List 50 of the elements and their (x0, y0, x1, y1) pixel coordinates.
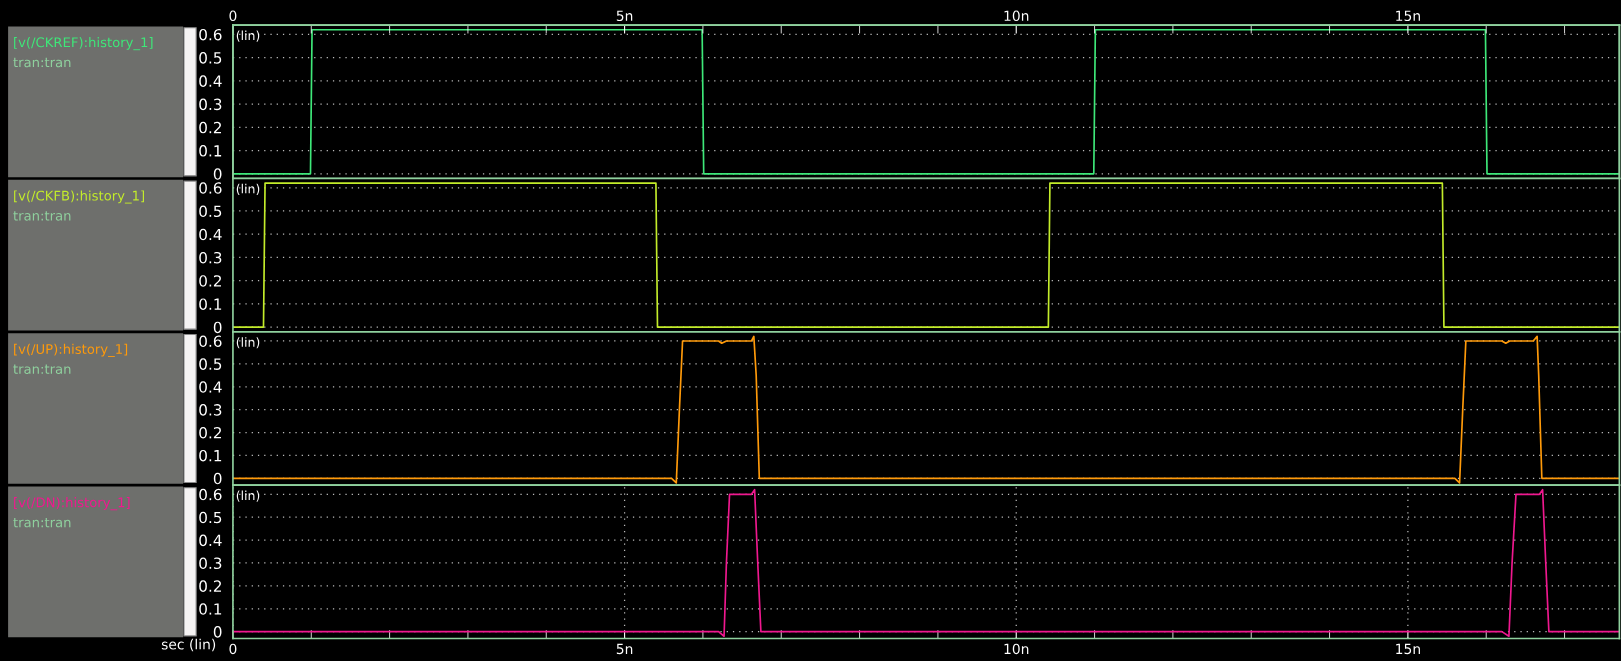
y-tick-label: 0.1 (199, 145, 222, 157)
text: tran:tran (13, 57, 71, 68)
x-axis-title: sec (lin) (161, 638, 216, 652)
x-tick-label: 5n (616, 643, 633, 655)
y-tick-label: 0.6 (199, 182, 222, 194)
x2-tick-label: 0 (229, 10, 237, 22)
y-tick-label: 0.1 (199, 603, 222, 615)
y-tick-label: 0 (213, 626, 222, 638)
y-tick-label: 0.4 (199, 75, 222, 87)
text: tran:tran (13, 517, 71, 528)
y-tick-label: 0.2 (199, 121, 221, 134)
text: tran:tran (13, 364, 71, 374)
y-tick-label: 0.2 (199, 427, 221, 439)
text: [v(/CKREF):history_1] (14, 37, 153, 51)
y-tick-label: 0.3 (199, 98, 222, 111)
y-tick-label: 0.3 (199, 557, 222, 570)
y-tick-label: 0.3 (199, 404, 222, 416)
y-tick-label: 0.5 (199, 511, 222, 524)
annotation: (lin) (236, 490, 260, 502)
x2-tick-label: 10n (1004, 10, 1029, 22)
x2-tick-label: 5n (616, 10, 633, 22)
text: [v(/UP):history_1] (14, 343, 128, 357)
x2-tick-label: 15n (1396, 10, 1420, 22)
x-tick-label: 15n (1396, 643, 1420, 655)
text: tran:tran (13, 211, 71, 221)
y-tick-label: 0 (213, 472, 222, 485)
y-tick-label: 0.1 (199, 298, 222, 310)
y-tick-label: 0.6 (199, 488, 222, 501)
annotation: (lin) (236, 337, 260, 349)
y-tick-label: 0.4 (199, 534, 222, 547)
y-tick-label: 0.5 (199, 205, 222, 218)
y-tick-label: 0.2 (199, 580, 221, 592)
y-tick-label: 0 (213, 168, 222, 180)
y-tick-label: 0.4 (199, 381, 222, 393)
annotation: (lin) (236, 30, 260, 42)
annotation: (lin) (236, 183, 260, 195)
y-tick-label: 0.1 (199, 449, 222, 462)
text: [v(/DN):history_1] (14, 497, 130, 511)
x-tick-label: 10n (1004, 643, 1029, 655)
line-series (232, 488, 1620, 638)
y-tick-label: 0.5 (199, 52, 222, 64)
y-tick-label: 0.2 (199, 275, 221, 287)
text: [v(/CKFB):history_1] (14, 190, 144, 204)
x-tick-label: 0 (229, 643, 237, 655)
y-tick-label: 0 (213, 321, 222, 334)
y-tick-label: 0.4 (199, 228, 222, 241)
y-tick-label: 0.6 (199, 335, 222, 347)
y-tick-label: 0.6 (199, 28, 222, 41)
y-tick-label: 0.5 (199, 358, 222, 370)
y-tick-label: 0.3 (199, 251, 222, 264)
